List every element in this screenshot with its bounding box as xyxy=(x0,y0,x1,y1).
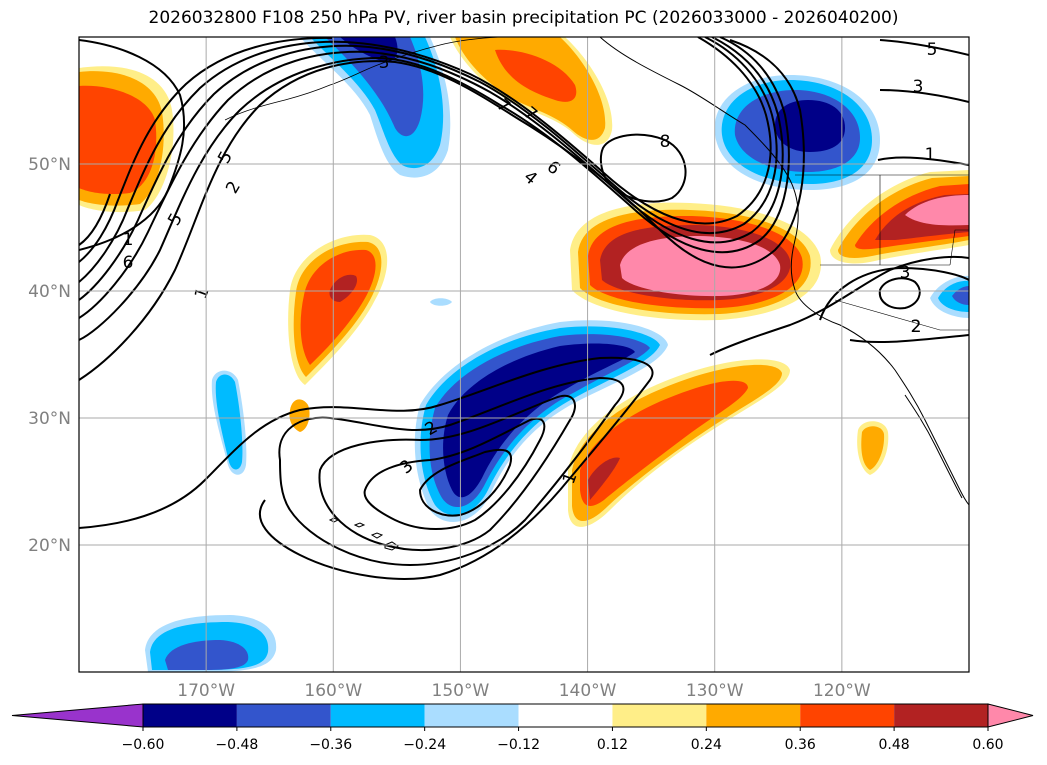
shade-negative-central xyxy=(414,320,668,522)
colorbar-tick-label: 0.60 xyxy=(972,737,1003,753)
shade-positive-southeast xyxy=(568,359,790,527)
colorbar-tick-label: −0.36 xyxy=(309,737,352,753)
colorbar-tick-label: −0.12 xyxy=(497,737,540,753)
lon-tick-label: 120°W xyxy=(813,681,871,701)
colorbar-segment xyxy=(330,704,425,727)
colorbar-segment xyxy=(143,704,237,727)
pv-contour-line xyxy=(79,193,111,246)
lat-tick-label: 50°N xyxy=(28,155,71,175)
colorbar-extend-high xyxy=(987,703,1034,728)
baja-coastline xyxy=(904,394,963,499)
contour-label: 8 xyxy=(660,132,671,152)
colorbar-tick-label: −0.48 xyxy=(215,737,258,753)
pv-contour-line xyxy=(849,334,969,344)
pv-contour-line xyxy=(877,156,969,166)
colorbar-tick-label: 0.48 xyxy=(879,737,910,753)
colorbar-segment xyxy=(424,704,519,727)
pv-contour-line xyxy=(79,37,772,283)
lon-tick-label: 140°W xyxy=(559,681,617,701)
shade-positive-small-east xyxy=(857,421,889,475)
contour-label: 2 xyxy=(911,317,922,337)
longitude-labels: 170°W 160°W 150°W 140°W 130°W 120°W xyxy=(177,681,871,701)
colorbar-tick-label: −0.60 xyxy=(122,737,165,753)
shade-negative-east-small xyxy=(930,275,969,318)
colorbar: −0.60 −0.48 −0.36 −0.24 −0.12 0.12 0.24 0.36 0.4… xyxy=(11,703,1034,753)
political-borders xyxy=(795,174,969,331)
colorbar-segment xyxy=(800,704,895,727)
pv-contour-line xyxy=(79,37,790,341)
pv-contour-line xyxy=(879,89,969,103)
colorbar-tick-label: 0.24 xyxy=(691,737,722,753)
pv-contour-line xyxy=(879,39,969,56)
pv-contour-line xyxy=(79,39,186,251)
pv-contour-line xyxy=(79,37,778,301)
pv-contours xyxy=(79,37,969,580)
colorbar-tick-label: 0.36 xyxy=(785,737,816,753)
pv-contour-line xyxy=(819,266,969,321)
pv-contour-line xyxy=(79,39,805,381)
contour-label: 1 xyxy=(123,230,134,250)
lat-tick-label: 40°N xyxy=(28,282,71,302)
pv-contour-line xyxy=(79,356,654,580)
lon-tick-label: 130°W xyxy=(686,681,744,701)
pv-contour-line xyxy=(709,255,969,356)
north-america-coastline xyxy=(599,37,969,506)
lat-tick-label: 30°N xyxy=(28,409,71,429)
lon-tick-label: 160°W xyxy=(304,681,362,701)
shade-positive-west xyxy=(79,66,174,213)
lat-tick-label: 20°N xyxy=(28,536,71,556)
contour-label: 2 xyxy=(911,317,922,337)
colorbar-segment xyxy=(612,704,707,727)
colorbar-segment xyxy=(518,704,613,727)
contour-label: 3 xyxy=(379,53,390,73)
latitude-labels: 50°N 40°N 30°N 20°N xyxy=(28,155,71,556)
alaska-coastline xyxy=(224,37,501,121)
lon-tick-label: 150°W xyxy=(432,681,490,701)
pv-contour-line xyxy=(878,277,921,310)
pv-contour-line xyxy=(418,448,513,517)
pv-contour-line xyxy=(599,133,687,203)
colorbar-segment xyxy=(706,704,801,727)
colorbar-tick-label: 0.12 xyxy=(597,737,628,753)
colorbar-segment xyxy=(894,704,988,727)
colorbar-frame xyxy=(142,703,989,728)
pv-contour-line xyxy=(278,376,625,567)
shade-positive-east xyxy=(830,170,969,264)
shade-negative-northeast xyxy=(714,75,880,190)
lon-tick-label: 170°W xyxy=(177,681,235,701)
contour-label: 3 xyxy=(913,77,924,97)
colorbar-tick-label: −0.24 xyxy=(403,737,446,753)
contour-label: 5 xyxy=(927,40,938,60)
gridlines xyxy=(79,37,969,672)
shade-positive-north xyxy=(450,37,613,145)
colorbar-extend-low xyxy=(11,703,144,728)
contour-label: 6 xyxy=(123,253,134,273)
pv-contour-line xyxy=(79,37,784,319)
shade-negative-dot xyxy=(430,298,452,306)
colorbar-segment xyxy=(236,704,331,727)
shade-positive-westcentral xyxy=(288,234,388,385)
pv-contour-line xyxy=(79,37,333,263)
map-frame xyxy=(78,36,970,673)
map-title: 2026032800 F108 250 hPa PV, river basin … xyxy=(148,8,899,28)
contour-label: 1 xyxy=(925,145,936,165)
pv-contour-line xyxy=(363,417,546,530)
contour-label: 3 xyxy=(900,263,911,283)
